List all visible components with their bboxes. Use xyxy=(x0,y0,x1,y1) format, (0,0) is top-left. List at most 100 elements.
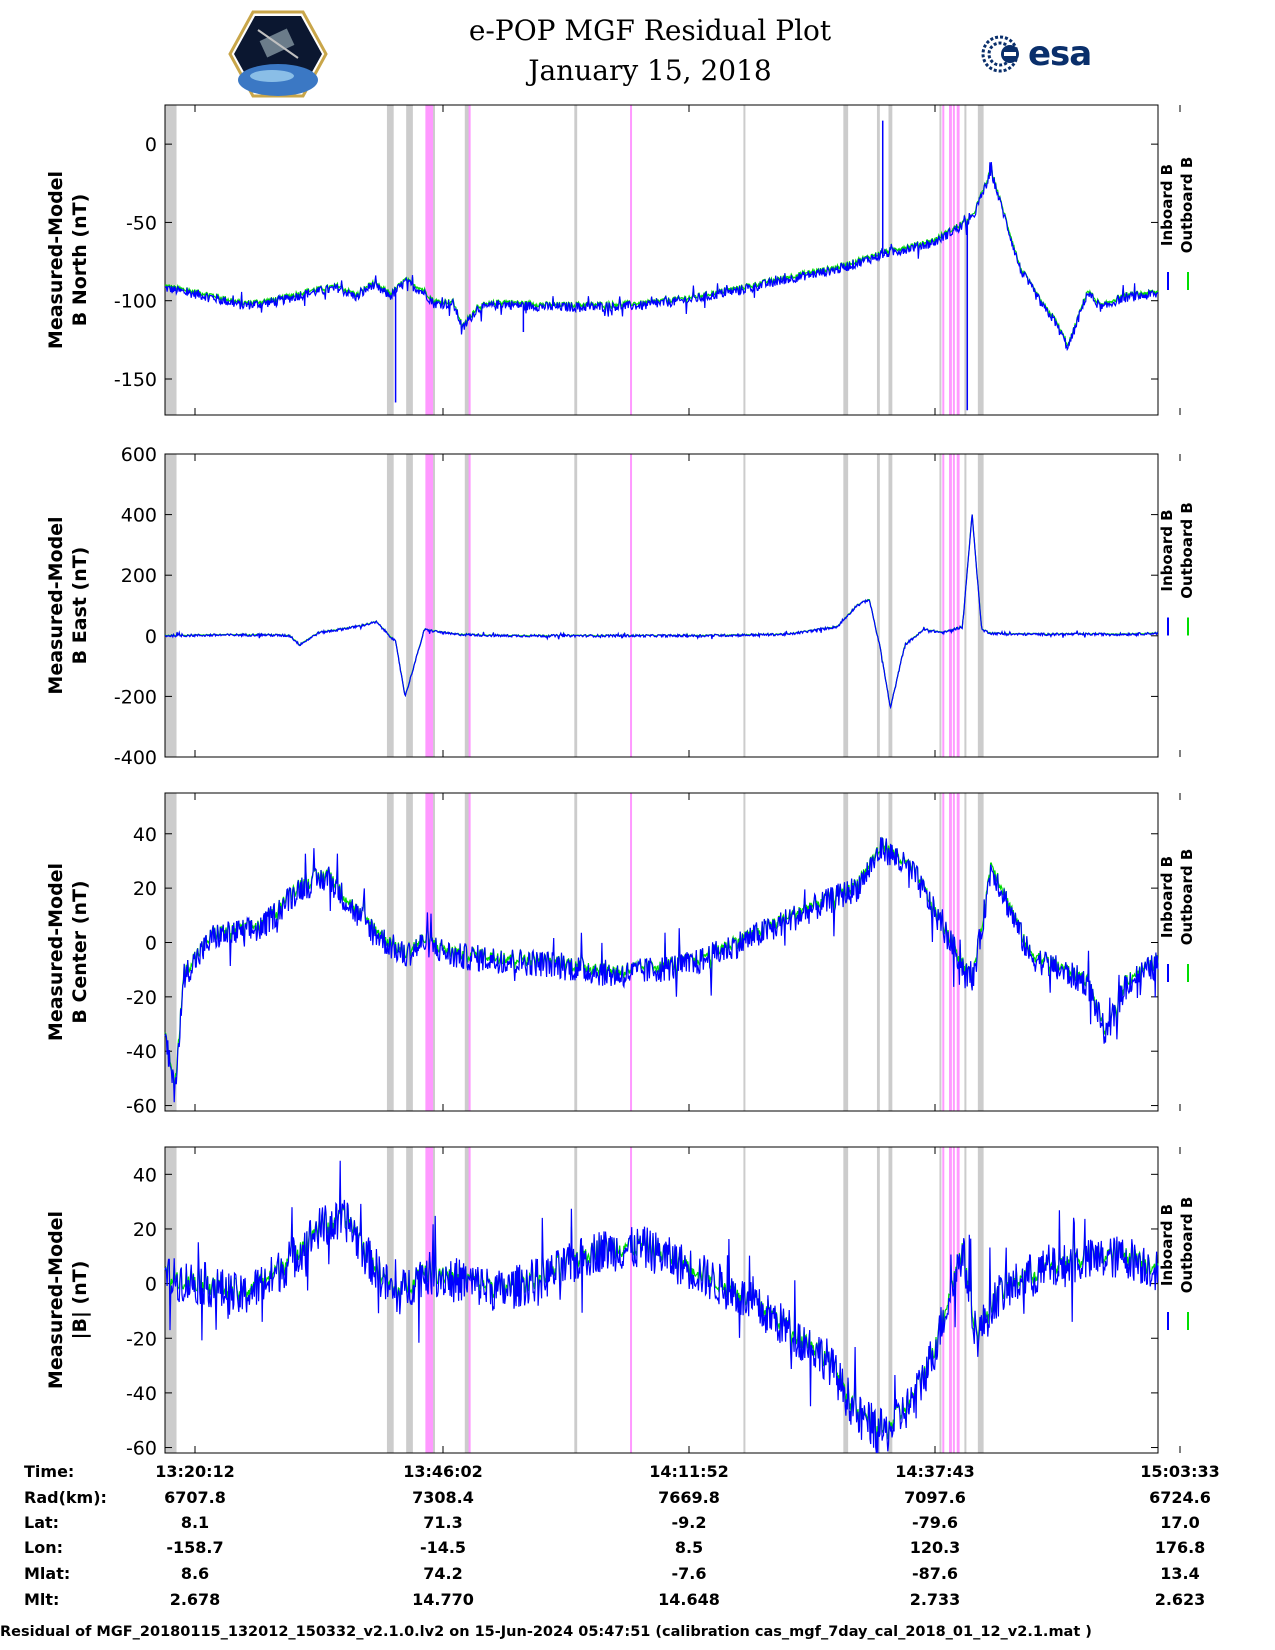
ephemeris-value: 120.3 xyxy=(909,1538,961,1557)
ephemeris-value: 14.770 xyxy=(412,1590,474,1609)
y-tick-label: -200 xyxy=(114,686,157,708)
ephemeris-value: 8.5 xyxy=(674,1538,704,1557)
ephemeris-value: 2.623 xyxy=(1154,1590,1206,1609)
ephemeris-value: -87.6 xyxy=(911,1564,959,1583)
gray-band xyxy=(165,793,177,1111)
magenta-band xyxy=(956,793,960,1111)
ephemeris-row-label: Time: xyxy=(24,1462,75,1481)
plot-frame xyxy=(164,104,1159,416)
y-tick-label: 40 xyxy=(133,824,157,846)
gray-band xyxy=(165,454,177,757)
y-tick-label: -20 xyxy=(126,1328,157,1350)
y-tick-label: -50 xyxy=(126,212,157,234)
gray-band xyxy=(888,1147,893,1453)
y-axis-label: Measured-Model xyxy=(45,516,67,694)
magenta-band xyxy=(425,454,434,757)
cassiope-logo xyxy=(228,10,328,98)
gray-band xyxy=(386,454,394,757)
gray-band xyxy=(977,1147,984,1453)
ephemeris-row-label: Rad(km): xyxy=(24,1488,107,1507)
ephemeris-value: 17.0 xyxy=(1160,1513,1200,1532)
y-tick-label: 0 xyxy=(145,134,157,156)
inboard-trace xyxy=(164,162,1159,352)
plot-frame xyxy=(164,1146,1159,1454)
gray-band xyxy=(964,105,967,415)
gray-band xyxy=(939,105,942,415)
ephemeris-value: -14.5 xyxy=(419,1538,467,1557)
gray-band xyxy=(977,105,984,415)
y-tick-label: -40 xyxy=(126,1383,157,1405)
magenta-band xyxy=(949,454,952,757)
gray-band xyxy=(843,105,849,415)
inboard-trace xyxy=(164,837,1159,1103)
gray-band xyxy=(406,454,413,757)
gray-band xyxy=(939,793,942,1111)
plot-frame xyxy=(164,792,1159,1112)
ephemeris-value: 2.733 xyxy=(909,1590,961,1609)
legend-label: Outboard B xyxy=(1178,849,1196,946)
magenta-band xyxy=(425,105,434,415)
y-tick-label: 200 xyxy=(121,565,157,587)
y-tick-label: 400 xyxy=(121,505,157,527)
gray-band xyxy=(876,454,880,757)
plot-frame xyxy=(164,453,1159,758)
magenta-band xyxy=(942,454,945,757)
magenta-band xyxy=(942,1147,945,1453)
ephemeris-value: 13:20:12 xyxy=(155,1462,235,1481)
ephemeris-value: 13.4 xyxy=(1160,1564,1200,1583)
y-axis-label: B Center (nT) xyxy=(69,880,91,1023)
ephemeris-row-label: Mlat: xyxy=(24,1564,71,1583)
ephemeris-value: 71.3 xyxy=(423,1513,463,1532)
gray-band xyxy=(165,105,177,415)
legend-label: Outboard B xyxy=(1178,157,1196,254)
magenta-band xyxy=(468,454,471,757)
y-tick-label: -150 xyxy=(114,369,157,391)
ephemeris-row-label: Lon: xyxy=(24,1538,63,1557)
y-tick-label: -60 xyxy=(126,1096,157,1118)
legend-label: Inboard B xyxy=(1158,1204,1176,1286)
gray-band xyxy=(574,793,578,1111)
gray-band xyxy=(464,454,470,757)
y-tick-label: 20 xyxy=(133,878,157,900)
ephemeris-value: -158.7 xyxy=(166,1538,224,1557)
ephemeris-value: 14:11:52 xyxy=(649,1462,729,1481)
chart-date: January 15, 2018 xyxy=(528,54,772,87)
ephemeris-row-label: Mlt: xyxy=(24,1590,60,1609)
gray-band xyxy=(386,105,394,415)
ephemeris-value: 74.2 xyxy=(423,1564,463,1583)
magenta-band xyxy=(630,793,633,1111)
y-tick-label: -40 xyxy=(126,1041,157,1063)
y-axis-label: B East (nT) xyxy=(69,547,91,665)
magenta-band xyxy=(630,105,633,415)
outboard-trace xyxy=(164,163,1159,347)
magenta-band xyxy=(942,105,945,415)
y-tick-label: 40 xyxy=(133,1164,157,1186)
gray-band xyxy=(876,105,880,415)
ephemeris-value: -9.2 xyxy=(671,1513,707,1532)
gray-band xyxy=(977,454,984,757)
footer-caption: Residual of MGF_20180115_132012_150332_v… xyxy=(0,1624,1092,1640)
magenta-band xyxy=(468,1147,471,1453)
magenta-band xyxy=(949,793,952,1111)
gray-band xyxy=(574,454,578,757)
gray-band xyxy=(743,793,746,1111)
magenta-band xyxy=(956,105,960,415)
y-axis-label: Measured-Model xyxy=(45,171,67,349)
ephemeris-value: 2.678 xyxy=(169,1590,221,1609)
legend-label: Outboard B xyxy=(1178,502,1196,599)
y-axis-label: |B| (nT) xyxy=(69,1261,91,1340)
ephemeris-value: 14.648 xyxy=(658,1590,720,1609)
gray-band xyxy=(888,105,893,415)
magenta-band xyxy=(468,793,471,1111)
gray-band xyxy=(574,1147,578,1453)
magenta-band xyxy=(952,454,955,757)
y-tick-label: -400 xyxy=(114,747,157,769)
gray-band xyxy=(574,105,578,415)
gray-band xyxy=(939,454,942,757)
gray-band xyxy=(464,105,470,415)
ephemeris-value: 7669.8 xyxy=(658,1488,720,1507)
y-axis-label: Measured-Model xyxy=(45,863,67,1041)
magenta-band xyxy=(425,1147,434,1453)
ephemeris-value: 6707.8 xyxy=(164,1488,226,1507)
